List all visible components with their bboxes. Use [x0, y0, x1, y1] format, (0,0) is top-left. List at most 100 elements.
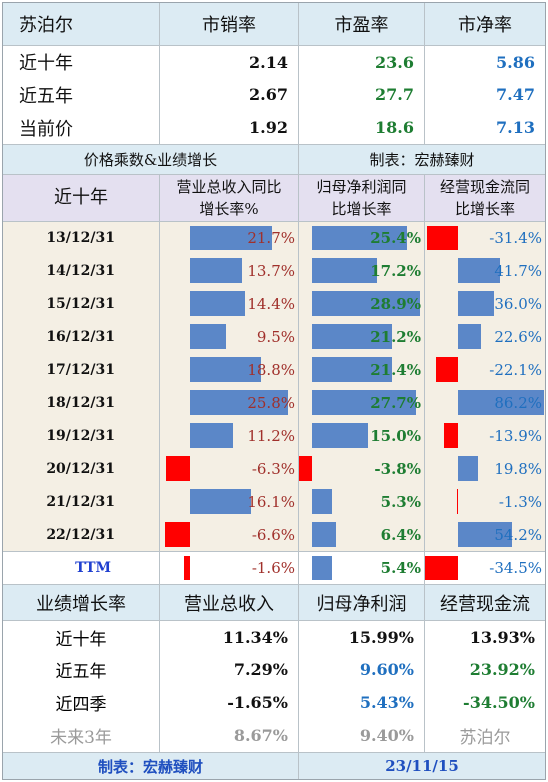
positive-bar	[458, 258, 500, 283]
pe-header: 市盈率	[299, 3, 425, 45]
positive-bar	[312, 291, 421, 316]
summary-cashflow: 13.93%	[469, 627, 535, 647]
cf-growth-cell: 19.8%	[425, 452, 545, 485]
np-growth-cell: 25.4%	[299, 222, 425, 254]
summary-net-profit: 15.99%	[299, 621, 425, 653]
revenue-growth-header: 营业总收入同比增长率%	[160, 175, 299, 221]
ps-value: 1.92	[160, 111, 299, 144]
positive-bar	[458, 324, 481, 349]
np-growth-value: 5.4%	[380, 559, 421, 577]
rev-growth-value: 9.5%	[256, 327, 295, 346]
cf-growth-value: 22.6%	[494, 327, 542, 346]
growth-date: 19/12/31	[3, 419, 160, 452]
pe-value: 23.6	[299, 46, 425, 78]
rev-growth-cell: 16.1%	[160, 485, 299, 518]
growth-row: 15/12/31 14.4% 28.9% 36.0%	[3, 287, 545, 320]
positive-bar	[312, 390, 416, 415]
summary-revenue: 8.67%	[160, 719, 299, 752]
cf-growth-cell: 54.2%	[425, 518, 545, 551]
cf-growth-value: 19.8%	[494, 459, 542, 478]
growth-date: 20/12/31	[3, 452, 160, 485]
rev-growth-value: 13.7%	[247, 261, 295, 280]
summary-header-row: 业绩增长率 营业总收入 归母净利润 经营现金流	[3, 584, 545, 620]
growth-row: 21/12/31 16.1% 5.3% -1.3%	[3, 485, 545, 518]
rev-growth-value: -1.6%	[251, 559, 295, 577]
np-growth-value: 25.4%	[370, 229, 421, 247]
rev-growth-cell: -6.3%	[160, 452, 299, 485]
rev-growth-value: 21.7%	[247, 229, 295, 247]
pb-header: 市净率	[458, 15, 512, 36]
rev-growth-cell: 25.8%	[160, 386, 299, 419]
np-growth-value: 5.3%	[380, 492, 421, 511]
ps-value: 2.67	[160, 78, 299, 111]
cf-growth-value: -34.5%	[489, 559, 542, 577]
cf-growth-value: -13.9%	[489, 426, 542, 445]
summary-revenue: -1.65%	[160, 686, 299, 719]
np-growth-cell: 28.9%	[299, 287, 425, 320]
growth-row: 17/12/31 18.8% 21.4% -22.1%	[3, 353, 545, 386]
cf-growth-cell: -13.9%	[425, 419, 545, 452]
summary-net-profit-header: 归母净利润	[299, 585, 425, 620]
positive-bar	[458, 291, 494, 316]
np-growth-cell: 5.4%	[299, 552, 425, 584]
np-growth-cell: 21.4%	[299, 353, 425, 386]
rev-growth-cell: 14.4%	[160, 287, 299, 320]
valuation-header-row: 苏泊尔 市销率 市盈率 市净率	[3, 3, 545, 45]
valuation-row: 当前价 1.92 18.6 7.13	[3, 111, 545, 144]
section-credit: 制表：宏赫臻财	[369, 151, 475, 169]
rev-growth-value: -6.3%	[251, 459, 295, 478]
positive-bar	[190, 357, 262, 382]
growth-row: 19/12/31 11.2% 15.0% -13.9%	[3, 419, 545, 452]
summary-net-profit: 9.40%	[299, 719, 425, 752]
np-growth-value: 17.2%	[370, 261, 421, 280]
positive-bar	[312, 522, 336, 547]
cf-growth-cell: -34.5%	[425, 552, 545, 584]
cf-growth-cell: 36.0%	[425, 287, 545, 320]
ps-header: 市销率	[160, 3, 299, 45]
summary-net-profit: 9.60%	[299, 653, 425, 686]
cf-growth-value: 54.2%	[494, 525, 542, 544]
positive-bar	[190, 291, 245, 316]
positive-bar	[190, 423, 233, 448]
np-growth-cell: 17.2%	[299, 254, 425, 287]
footer-bar: 制表：宏赫臻财 23/11/15	[3, 752, 545, 779]
summary-net-profit: 5.43%	[299, 686, 425, 719]
negative-bar	[166, 456, 190, 481]
cf-growth-cell: 41.7%	[425, 254, 545, 287]
rev-growth-cell: 11.2%	[160, 419, 299, 452]
rev-growth-value: 18.8%	[247, 360, 295, 379]
summary-label: 未来3年	[3, 719, 160, 752]
growth-date: 17/12/31	[3, 353, 160, 386]
summary-revenue: 7.29%	[160, 653, 299, 686]
growth-header-row: 近十年 营业总收入同比增长率% 归母净利润同比增长率 经营现金流同比增长率	[3, 174, 545, 221]
valuation-row: 近十年 2.14 23.6 5.86	[3, 45, 545, 78]
valuation-row: 近五年 2.67 27.7 7.47	[3, 78, 545, 111]
rev-growth-value: 16.1%	[247, 492, 295, 511]
positive-bar	[458, 456, 478, 481]
cf-growth-cell: -31.4%	[425, 222, 545, 254]
positive-bar	[190, 324, 227, 349]
pb-value: 5.86	[496, 52, 535, 72]
np-growth-cell: 21.2%	[299, 320, 425, 353]
np-growth-cell: 5.3%	[299, 485, 425, 518]
rev-growth-value: -6.6%	[251, 525, 295, 544]
company-name: 苏泊尔	[3, 3, 160, 45]
summary-row: 近五年 7.29% 9.60% 23.92%	[3, 653, 545, 686]
row-label: 当前价	[3, 111, 160, 144]
growth-row: 14/12/31 13.7% 17.2% 41.7%	[3, 254, 545, 287]
positive-bar	[312, 258, 377, 283]
positive-bar	[458, 522, 513, 547]
growth-row: 16/12/31 9.5% 21.2% 22.6%	[3, 320, 545, 353]
positive-bar	[312, 226, 408, 250]
negative-bar	[183, 556, 190, 580]
np-growth-value: 21.2%	[370, 327, 421, 346]
pe-value: 18.6	[299, 111, 425, 144]
positive-bar	[312, 423, 369, 448]
footer-date: 23/11/15	[385, 757, 459, 775]
summary-label: 近十年	[3, 621, 160, 653]
rev-growth-cell: 9.5%	[160, 320, 299, 353]
cashflow-growth-header: 经营现金流同比增长率	[439, 178, 530, 218]
np-growth-cell: 6.4%	[299, 518, 425, 551]
growth-period-label: 近十年	[3, 175, 160, 221]
